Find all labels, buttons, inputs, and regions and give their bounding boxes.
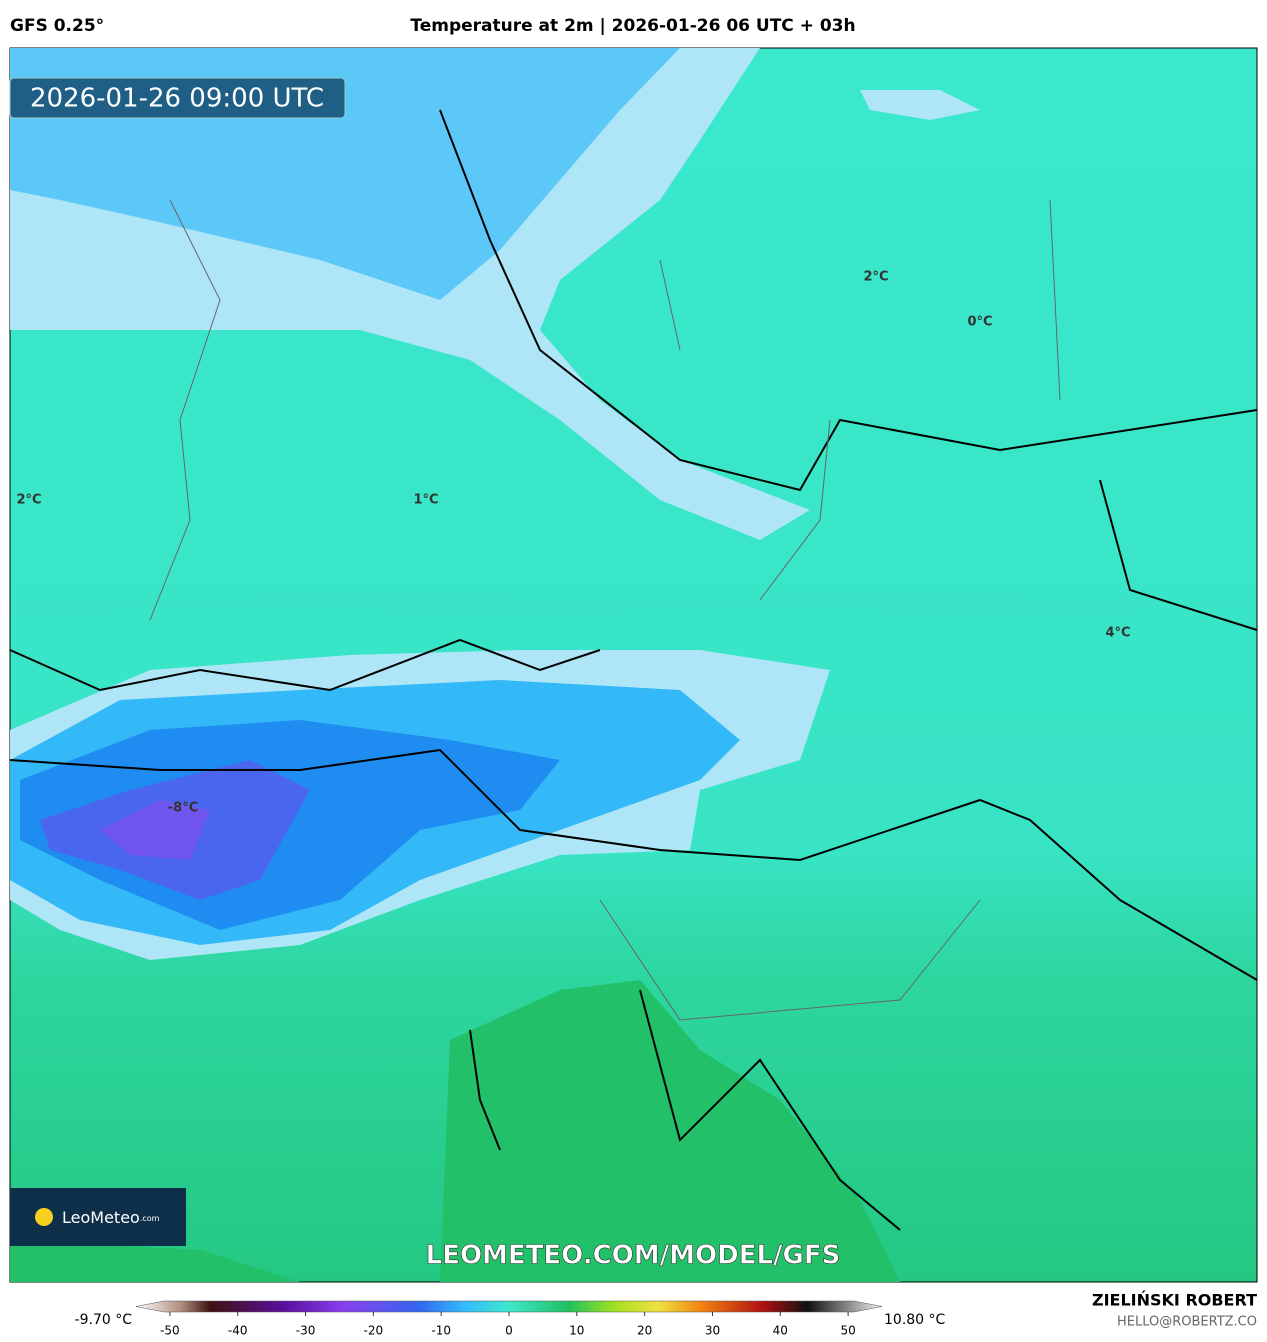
colorbar-bar <box>135 1300 883 1313</box>
logo-name: LeoMeteo <box>62 1208 140 1227</box>
colorbar-tick-label: 10 <box>569 1324 584 1338</box>
watermark: LEOMETEO.COM/MODEL/GFS <box>426 1241 841 1271</box>
legend-max: 10.80 °C <box>884 1312 946 1328</box>
warm-area <box>10 1240 300 1282</box>
colorbar-tick-label: -50 <box>160 1324 180 1338</box>
time-box <box>9 77 346 119</box>
alpine-cold <box>100 800 210 860</box>
colorbar-tick-label: -10 <box>431 1324 451 1338</box>
logo: LeoMeteo.com <box>62 1208 160 1227</box>
author: ZIELIŃSKI ROBERT <box>1092 1291 1257 1310</box>
temp-label: 1°C <box>413 493 438 508</box>
temp-label: 2°C <box>16 493 41 508</box>
colorbar-tick-label: 30 <box>705 1324 720 1338</box>
model-name: GFS 0.25° <box>10 16 104 36</box>
map-title: Temperature at 2m | 2026-01-26 06 UTC + … <box>410 16 855 36</box>
colorbar-tick-label: -20 <box>364 1324 384 1338</box>
colorbar: -9.70 °C 10.80 °C -50 -40 -30 -20 -10 0 10 20 30… <box>75 1300 946 1338</box>
colorbar-tick-label: 20 <box>637 1324 652 1338</box>
legend-min: -9.70 °C <box>75 1312 133 1328</box>
email: HELLO@ROBERTZ.CO <box>1117 1315 1257 1330</box>
colorbar-tick-label: -30 <box>296 1324 316 1338</box>
valid-time: 2026-01-26 09:00 UTC <box>30 84 324 114</box>
colorbar-tick-label: 50 <box>840 1324 855 1338</box>
colorbar-tick-label: 40 <box>773 1324 788 1338</box>
temp-label: 0°C <box>967 315 992 330</box>
map: 2026-01-26 09:00 UTC 2°C 0°C 2°C 1°C 4°C… <box>9 47 1258 1283</box>
logo-suffix: .com <box>140 1214 160 1223</box>
logo-sun <box>35 1208 53 1226</box>
temp-label: 4°C <box>1105 626 1130 641</box>
borders <box>9 109 1258 1231</box>
temp-label: -8°C <box>168 801 198 816</box>
temp-label: 2°C <box>863 270 888 285</box>
colorbar-tick-label: -40 <box>228 1324 248 1338</box>
warm-area <box>440 980 900 1282</box>
cold-area <box>860 90 980 120</box>
regions <box>149 199 1061 1021</box>
colorbar-tick-label: 0 <box>505 1324 513 1338</box>
